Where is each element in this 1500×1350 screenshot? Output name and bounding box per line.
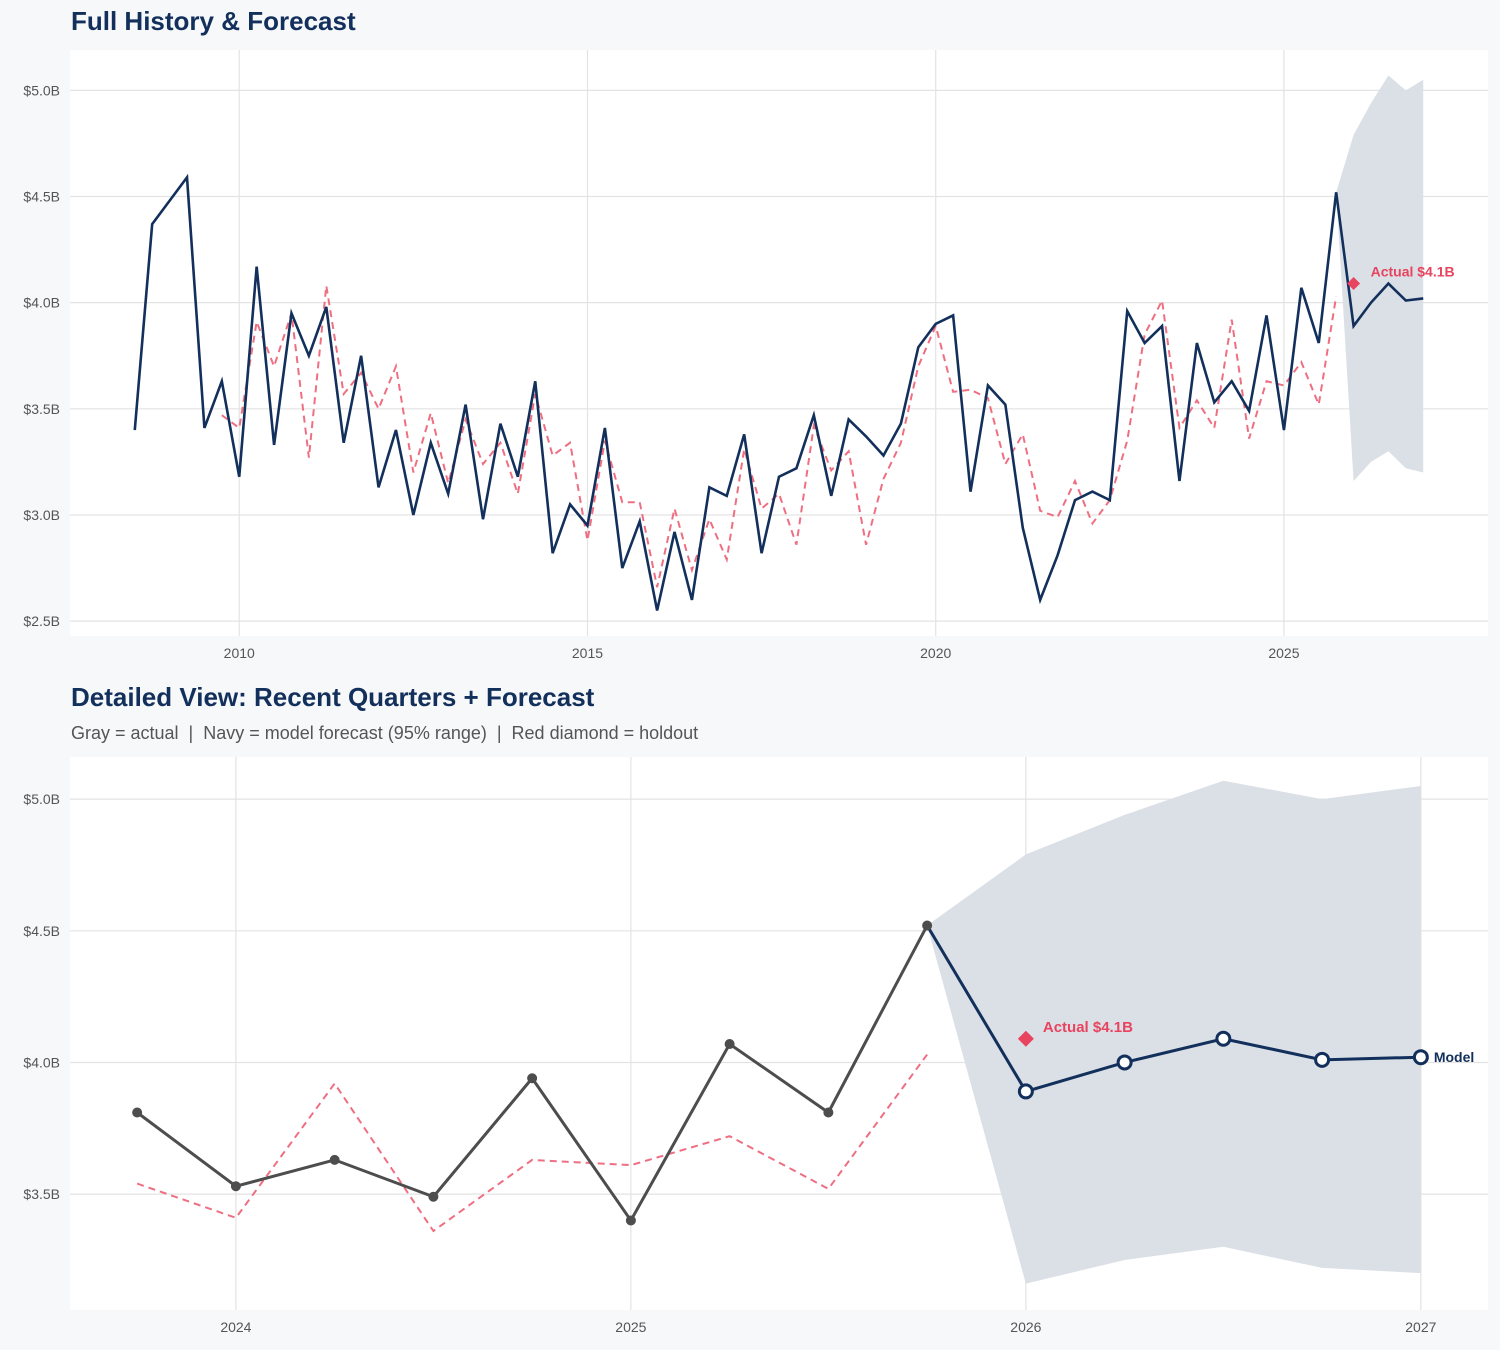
forecast-confidence-band xyxy=(1336,75,1424,482)
y-tick-label: $4.5B xyxy=(23,923,60,939)
x-tick-label: 2026 xyxy=(1010,1319,1041,1335)
forecast-series-label: Model xyxy=(1434,1049,1474,1065)
actual-point xyxy=(230,1181,241,1192)
forecast-point xyxy=(1017,1083,1034,1100)
actual-point xyxy=(724,1039,735,1050)
fitted-dashed-line xyxy=(136,1053,928,1233)
holdout-diamond xyxy=(1347,277,1361,291)
y-tick-label: $2.5B xyxy=(23,613,60,629)
full-history-chart: $2.5B $3.0B $3.5B $4.0B $4.5B $5.0B 2010 2015 20… xyxy=(23,50,1488,661)
plot-area xyxy=(70,50,1488,636)
actual-point xyxy=(329,1154,340,1165)
actual-point xyxy=(132,1107,143,1118)
forecast-confidence-band xyxy=(927,780,1421,1284)
y-tick-label: $5.0B xyxy=(23,82,60,98)
forecast-point xyxy=(1412,1049,1429,1066)
x-tick-label: 2025 xyxy=(1268,645,1299,661)
x-tick-label: 2027 xyxy=(1405,1319,1436,1335)
forecast-point xyxy=(1116,1054,1133,1071)
x-tick-label: 2015 xyxy=(572,645,603,661)
holdout-diamond xyxy=(1017,1030,1034,1047)
y-tick-label: $4.0B xyxy=(23,295,60,311)
forecast-line xyxy=(925,924,1421,1094)
y-tick-label: $3.5B xyxy=(23,401,60,417)
y-tick-label: $5.0B xyxy=(23,791,60,807)
bottom-chart-subtitle: Gray = actual | Navy = model forecast (9… xyxy=(71,723,699,743)
actual-point xyxy=(823,1107,834,1118)
forecast-point xyxy=(1215,1030,1232,1047)
actual-point xyxy=(625,1215,636,1226)
forecast-line xyxy=(1334,192,1424,330)
x-tick-label: 2024 xyxy=(220,1319,251,1335)
y-tick-label: $3.0B xyxy=(23,507,60,523)
top-chart-title: Full History & Forecast xyxy=(71,6,356,36)
actual-point xyxy=(527,1073,538,1084)
y-tick-label: $4.0B xyxy=(23,1054,60,1070)
y-tick-label: $4.5B xyxy=(23,189,60,205)
actual-line xyxy=(133,173,1338,611)
fitted-dashed-line xyxy=(221,285,1338,588)
x-tick-label: 2020 xyxy=(920,645,951,661)
actual-point xyxy=(922,920,933,931)
holdout-label: Actual $4.1B xyxy=(1043,1019,1133,1036)
y-tick-label: $3.5B xyxy=(23,1186,60,1202)
x-tick-label: 2025 xyxy=(615,1319,646,1335)
forecast-point xyxy=(1314,1051,1331,1068)
actual-point xyxy=(428,1191,439,1202)
holdout-label: Actual $4.1B xyxy=(1371,264,1455,280)
bottom-chart-title: Detailed View: Recent Quarters + Forecas… xyxy=(71,682,595,712)
x-tick-label: 2010 xyxy=(224,645,255,661)
